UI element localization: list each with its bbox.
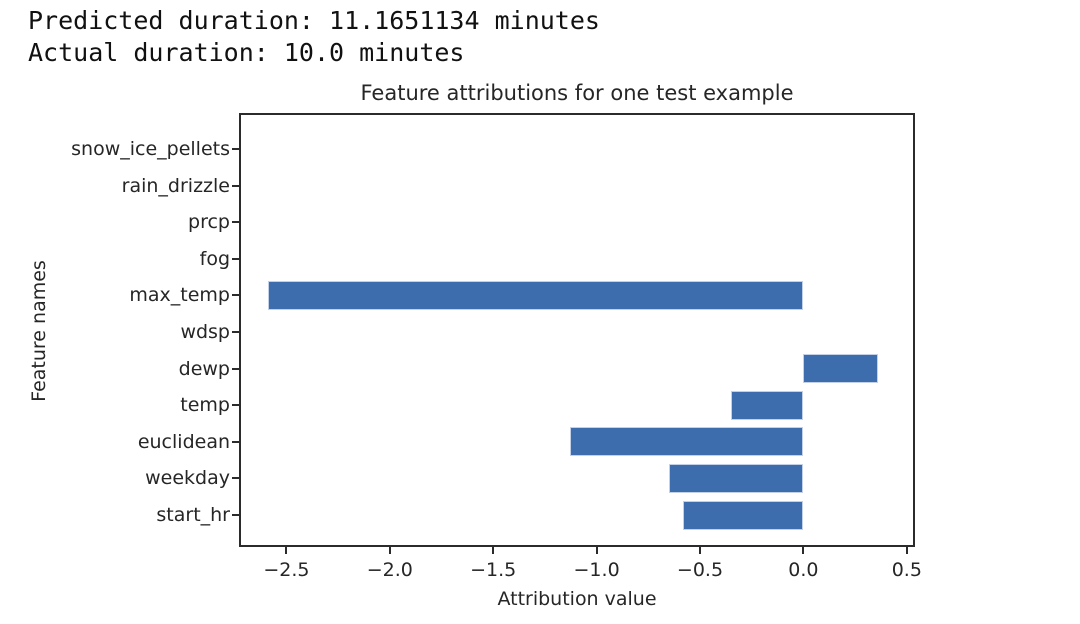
- y-tick-mark: [232, 440, 239, 443]
- y-tick-label: temp: [180, 394, 230, 417]
- chart-title: Feature attributions for one test exampl…: [360, 81, 794, 105]
- y-axis-title: Feature names: [28, 260, 50, 402]
- x-tick-label: 0.5: [891, 559, 922, 581]
- predicted-actual-text: Predicted duration: 11.1651134 minutes A…: [28, 5, 600, 69]
- x-tick-mark: [699, 547, 701, 554]
- x-tick-mark: [388, 547, 391, 554]
- y-tick-mark: [232, 221, 239, 224]
- bar-dewp: [803, 354, 878, 384]
- y-tick-mark: [232, 514, 239, 516]
- y-tick-mark: [232, 184, 239, 187]
- bar-temp: [731, 390, 804, 420]
- y-tick-label: snow_ice_pellets: [71, 138, 230, 160]
- y-tick-mark: [232, 257, 239, 260]
- bar-weekday: [668, 463, 804, 493]
- x-tick-mark: [492, 547, 495, 554]
- y-tick-mark: [232, 331, 239, 333]
- y-tick-label: start_hr: [156, 504, 230, 526]
- y-tick-label: max_temp: [129, 284, 230, 307]
- y-tick-mark: [232, 294, 239, 297]
- y-tick-label: fog: [199, 247, 230, 270]
- y-tick-mark: [232, 367, 239, 370]
- x-tick-mark: [595, 547, 598, 554]
- y-tick-label: dewp: [178, 357, 230, 380]
- x-tick-label: −2.0: [366, 559, 413, 581]
- x-tick-label: 0.0: [788, 559, 819, 581]
- y-tick-label: euclidean: [137, 430, 230, 453]
- y-tick-mark: [232, 404, 239, 407]
- y-tick-label: rain_drizzle: [121, 174, 230, 197]
- predicted-duration-line: Predicted duration: 11.1651134 minutes: [28, 6, 600, 35]
- x-tick-label: −1.0: [573, 559, 620, 581]
- bar-start_hr: [683, 500, 804, 530]
- x-tick-mark: [802, 547, 805, 554]
- bar-max_temp: [267, 280, 804, 310]
- x-tick-mark: [285, 547, 288, 554]
- x-tick-label: −0.5: [676, 559, 724, 581]
- y-tick-label: wdsp: [180, 321, 230, 343]
- y-tick-label: weekday: [145, 467, 230, 490]
- y-tick-mark: [232, 148, 239, 150]
- x-tick-mark: [905, 547, 908, 554]
- x-tick-label: −2.5: [263, 559, 310, 581]
- x-tick-label: −1.5: [470, 559, 517, 581]
- actual-duration-line: Actual duration: 10.0 minutes: [28, 38, 465, 67]
- y-tick-mark: [232, 477, 239, 480]
- plot-axes: [239, 113, 915, 547]
- y-tick-label: prcp: [188, 211, 230, 234]
- bar-euclidean: [569, 427, 804, 457]
- x-axis-title: Attribution value: [497, 588, 657, 610]
